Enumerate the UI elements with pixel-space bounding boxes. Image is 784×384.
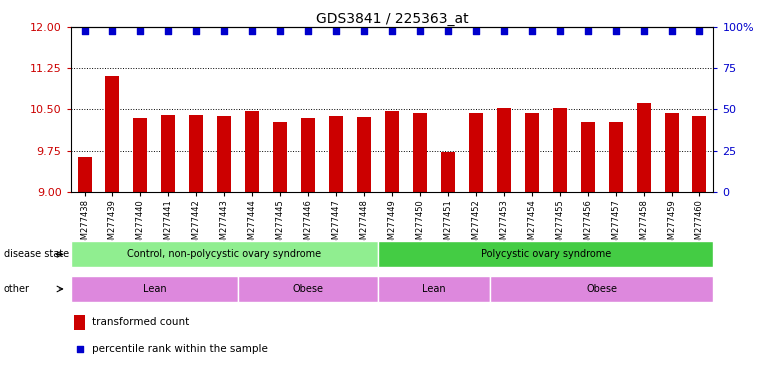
Bar [524,113,539,192]
Text: GDS3841 / 225363_at: GDS3841 / 225363_at [316,12,468,25]
Bar [71,242,378,267]
Point [386,28,398,34]
Bar [357,117,371,192]
Point [218,28,230,34]
Text: Polycystic ovary syndrome: Polycystic ovary syndrome [481,249,611,260]
Bar [106,76,119,192]
Bar [245,111,260,192]
Point [470,28,482,34]
Text: disease state: disease state [4,249,69,260]
Bar [133,118,147,192]
Bar [162,115,176,192]
Point [302,28,314,34]
Point [162,28,175,34]
Text: Obese: Obese [586,284,617,294]
Point [666,28,678,34]
Text: percentile rank within the sample: percentile rank within the sample [92,344,267,354]
Bar [385,111,399,192]
Point [274,28,286,34]
Point [609,28,622,34]
Bar [71,276,238,302]
Point [637,28,650,34]
Point [358,28,370,34]
Bar [553,108,567,192]
Bar [441,152,455,192]
Text: Lean: Lean [143,284,166,294]
Point [554,28,566,34]
Point [190,28,202,34]
Point [414,28,426,34]
Bar [490,276,713,302]
Text: Control, non-polycystic ovary syndrome: Control, non-polycystic ovary syndrome [127,249,321,260]
Bar [78,157,92,192]
Text: Obese: Obese [292,284,324,294]
Bar [608,122,622,192]
Point [330,28,343,34]
Bar [665,113,678,192]
Bar [273,122,287,192]
Text: other: other [4,284,30,294]
Point [441,28,454,34]
Bar [637,103,651,192]
Point [78,28,91,34]
Bar [378,276,490,302]
Bar [581,122,594,192]
Bar [378,242,713,267]
Bar [469,113,483,192]
Bar [238,276,378,302]
Bar [217,116,231,192]
Point [525,28,538,34]
Bar [74,315,85,330]
Bar [692,116,706,192]
Point [582,28,594,34]
Point [73,346,85,352]
Bar [497,108,511,192]
Text: transformed count: transformed count [92,317,189,327]
Bar [413,113,427,192]
Point [106,28,118,34]
Point [498,28,510,34]
Bar [329,116,343,192]
Point [134,28,147,34]
Bar [190,115,203,192]
Text: Lean: Lean [422,284,446,294]
Bar [301,118,315,192]
Point [693,28,706,34]
Point [246,28,259,34]
